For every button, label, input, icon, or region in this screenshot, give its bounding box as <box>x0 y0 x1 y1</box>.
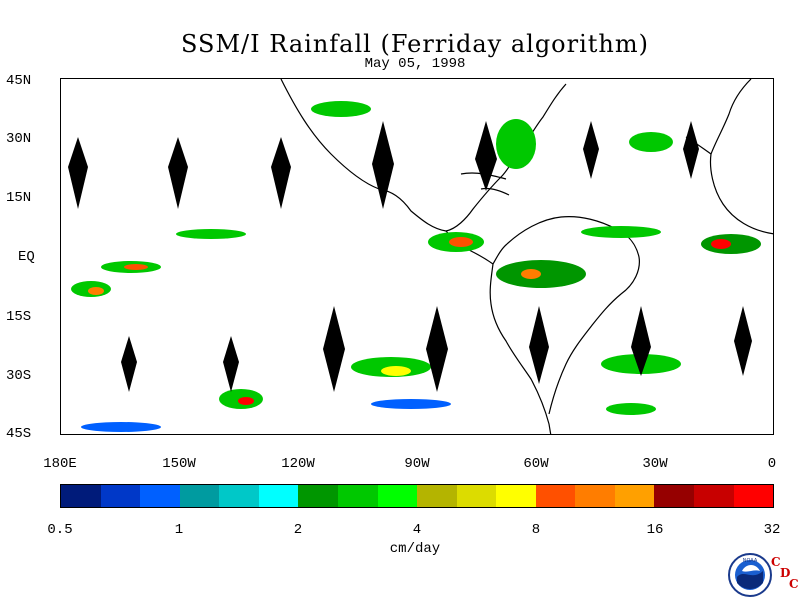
lon-label-90w: 90W <box>404 456 430 472</box>
colorbar-label-4: 4 <box>412 522 422 538</box>
colorbar-swatch <box>179 485 220 507</box>
lon-label-120w: 120W <box>281 456 315 472</box>
colorbar-label-1: 1 <box>174 522 184 538</box>
colorbar-unit: cm/day <box>389 541 441 557</box>
rainfall-map <box>60 78 774 435</box>
cdc-letter-c1: C <box>771 555 781 569</box>
lat-label-30s: 30S <box>6 368 32 384</box>
lat-label-15n: 15N <box>6 190 32 206</box>
map-canvas <box>68 79 773 434</box>
cdc-letter-d: D <box>780 566 791 580</box>
colorbar-swatch <box>61 485 101 507</box>
colorbar-swatch <box>654 485 694 507</box>
lon-label-180e: 180E <box>43 456 77 472</box>
colorbar-swatch <box>337 485 378 507</box>
colorbar-swatch <box>100 485 141 507</box>
noaa-logo: NOAA <box>728 553 772 597</box>
colorbar-label-16: 16 <box>646 522 664 538</box>
colorbar-swatch <box>496 485 536 507</box>
lon-label-0: 0 <box>767 456 777 472</box>
colorbar-swatch <box>694 485 734 507</box>
colorbar-swatch <box>258 485 299 507</box>
colorbar-label-0.5: 0.5 <box>47 522 73 538</box>
lat-label-45n: 45N <box>6 73 32 89</box>
colorbar-swatch <box>219 485 259 507</box>
lat-label-15s: 15S <box>6 309 32 325</box>
colorbar-swatch <box>377 485 418 507</box>
colorbar-label-8: 8 <box>531 522 541 538</box>
lon-label-60w: 60W <box>523 456 549 472</box>
rainfall-areas <box>71 101 761 432</box>
map-title: SSM/I Rainfall (Ferriday algorithm) <box>180 30 650 58</box>
swath-gap-markers <box>68 121 752 392</box>
map-date: May 05, 1998 <box>364 56 466 72</box>
lat-label-eq: EQ <box>18 249 35 265</box>
colorbar <box>60 484 774 508</box>
colorbar-label-2: 2 <box>293 522 303 538</box>
colorbar-label-32: 32 <box>763 522 781 538</box>
noaa-logo-text: NOAA <box>743 558 758 564</box>
lat-label-30n: 30N <box>6 131 32 147</box>
colorbar-swatch <box>614 485 655 507</box>
colorbar-swatch <box>535 485 576 507</box>
colorbar-swatch <box>733 485 774 507</box>
lon-label-30w: 30W <box>642 456 668 472</box>
colorbar-swatch <box>298 485 338 507</box>
lat-label-45s: 45S <box>6 426 32 442</box>
colorbar-swatch <box>575 485 615 507</box>
lon-label-150w: 150W <box>162 456 196 472</box>
colorbar-swatch <box>417 485 457 507</box>
colorbar-swatch <box>140 485 180 507</box>
colorbar-swatch <box>456 485 497 507</box>
cdc-letter-c2: C <box>789 577 799 591</box>
